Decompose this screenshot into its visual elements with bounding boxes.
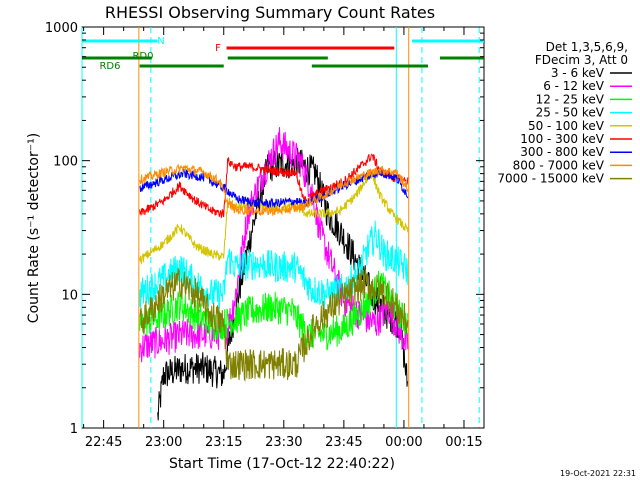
footer-date: 19-Oct-2021 22:31 [560,469,636,478]
plot-area: N F RD0 RD6 [81,26,485,429]
legend-label-7: 800 - 7000 keV [513,158,605,172]
flag-bars: N F RD0 RD6 [82,36,484,72]
x-tick-label-2: 23:15 [205,435,242,450]
series-line-8 [139,267,409,382]
x-tick-label-3: 23:30 [265,435,302,450]
legend-label-1: 6 - 12 keV [543,79,605,93]
x-tick-label-0: 22:45 [85,435,122,450]
legend-label-0: 3 - 6 keV [551,66,605,80]
x-tick-label-6: 00:15 [445,435,482,450]
legend: Det 1,3,5,6,9,FDecim 3, Att 03 - 6 keV6 … [497,40,632,186]
series-line-7 [139,163,409,217]
legend-label-5: 100 - 300 keV [520,132,604,146]
flag-label-f: F [215,43,221,54]
x-axis-label: Start Time (17-Oct-12 22:40:22) [169,456,395,472]
series-line-3 [139,220,409,310]
x-axis: 22:45 23:00 23:15 23:30 23:45 00:00 00:15 [83,27,485,450]
flag-label-rd0: RD0 [132,51,153,62]
legend-header-0: Det 1,3,5,6,9, [546,40,628,54]
legend-label-8: 7000 - 15000 keV [497,172,604,186]
y-tick-label-0: 1 [70,422,78,437]
series-line-2 [139,270,409,351]
series-group [139,127,409,421]
y-tick-label-2: 100 [53,155,78,170]
y-axis: 1 10 100 1000 [45,21,484,437]
x-tick-label-5: 00:00 [385,435,422,450]
flag-label-rd6: RD6 [99,61,120,72]
chart-title: RHESSI Observing Summary Count Rates [105,3,435,22]
y-tick-label-1: 10 [61,288,78,303]
legend-header-1: FDecim 3, Att 0 [535,53,628,67]
legend-label-3: 25 - 50 keV [536,106,605,120]
x-tick-label-1: 23:00 [145,435,182,450]
x-tick-label-4: 23:45 [325,435,362,450]
legend-label-4: 50 - 100 keV [528,119,605,133]
legend-label-6: 300 - 800 keV [520,145,604,159]
y-axis-label: Count Rate (s⁻¹ detector⁻¹) [26,133,42,323]
legend-label-2: 12 - 25 keV [536,92,605,106]
vertical-markers [81,27,480,428]
flag-label-n: N [157,36,164,47]
y-tick-label-3: 1000 [45,21,78,36]
series-line-5 [139,153,409,219]
